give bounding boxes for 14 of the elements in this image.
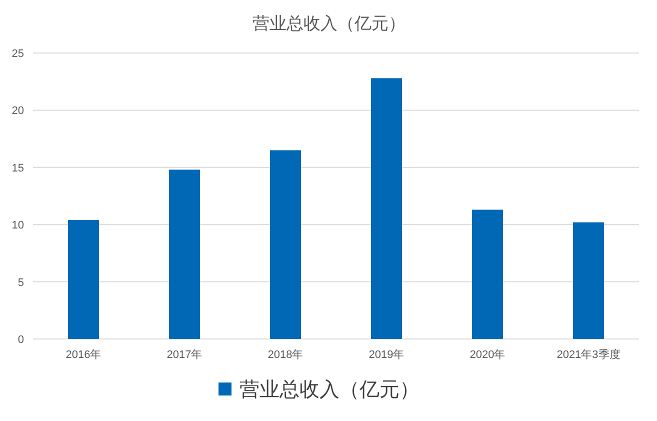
y-tick-label: 5: [18, 276, 24, 289]
x-tick-label: 2019年: [368, 349, 404, 361]
y-tick-label: 0: [18, 334, 24, 346]
y-tick-label: 15: [12, 162, 24, 174]
x-tick-label: 2016年: [66, 349, 102, 361]
x-tick-label: 2020年: [470, 349, 506, 361]
y-tick-label: 25: [12, 48, 24, 60]
legend-label: 营业总收入（亿元）: [240, 379, 420, 401]
x-tick-label: 2018年: [268, 349, 304, 361]
title: 营业总收入（亿元）: [252, 14, 406, 33]
x-tick-label: 2021年3季度: [556, 348, 620, 361]
x-tick-label: 2017年: [166, 349, 202, 361]
y-tick-label: 20: [12, 105, 24, 118]
y-tick-label: 10: [12, 220, 24, 232]
